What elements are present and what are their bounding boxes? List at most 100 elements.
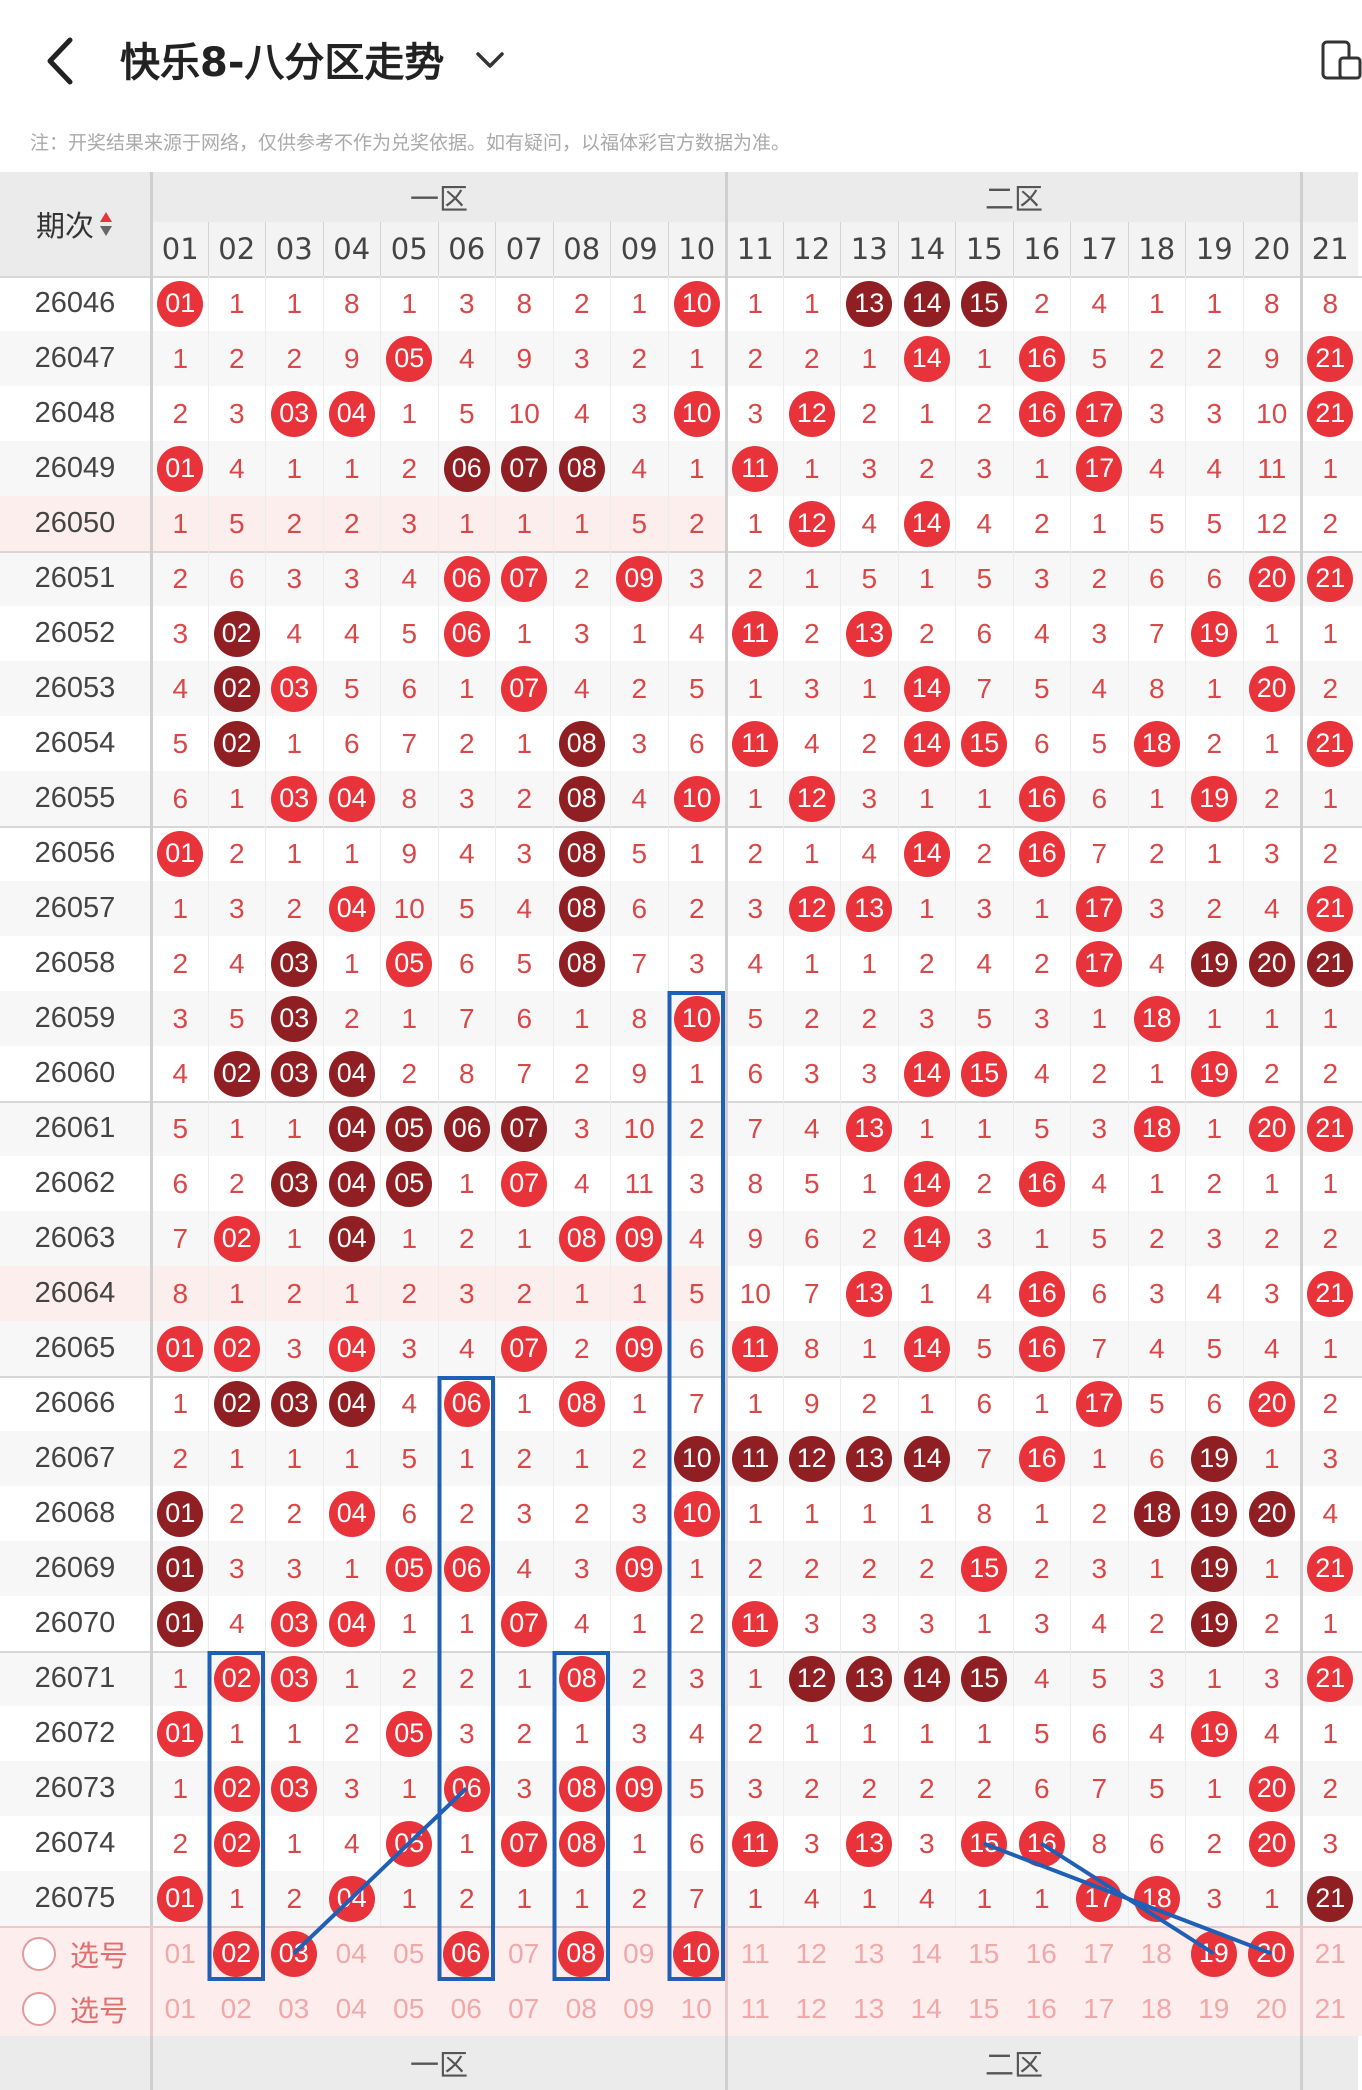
select-number[interactable]: 06	[450, 1992, 482, 2024]
column-number[interactable]: 17	[1070, 222, 1128, 276]
select-number[interactable]: 12	[795, 1937, 827, 1969]
column-number[interactable]: 13	[840, 222, 898, 276]
select-number[interactable]: 10	[680, 1992, 712, 2024]
selected-number-ball[interactable]: 03	[270, 1930, 317, 1977]
column-number[interactable]: 09	[610, 222, 668, 276]
miss-count: 3	[840, 1046, 898, 1101]
column-number[interactable]: 10	[667, 222, 725, 276]
select-number[interactable]: 20	[1255, 1992, 1287, 2024]
select-number[interactable]: 07	[508, 1992, 540, 2024]
select-number[interactable]: 02	[220, 1992, 252, 2024]
select-number[interactable]: 09	[623, 1992, 655, 2024]
select-number[interactable]: 16	[1025, 1937, 1057, 1969]
miss-count: 1	[380, 1211, 438, 1266]
column-number[interactable]: 03	[265, 222, 323, 276]
select-number[interactable]: 15	[968, 1992, 1000, 2024]
select-number[interactable]: 04	[335, 1992, 367, 2024]
select-number[interactable]: 05	[393, 1937, 425, 1969]
miss-count: 4	[1070, 276, 1128, 331]
device-icon[interactable]	[1320, 38, 1362, 82]
select-number[interactable]: 18	[1140, 1992, 1172, 2024]
drawn-number-ball: 21	[1307, 885, 1354, 932]
miss-count: 7	[1070, 1321, 1128, 1376]
column-number[interactable]: 12	[782, 222, 840, 276]
select-number[interactable]: 03	[278, 1992, 310, 2024]
select-number[interactable]: 15	[968, 1937, 1000, 1969]
select-number[interactable]: 16	[1025, 1992, 1057, 2024]
select-number[interactable]: 12	[795, 1992, 827, 2024]
select-number[interactable]: 13	[853, 1937, 885, 1969]
number-cell: 03	[265, 991, 323, 1046]
selected-number-ball[interactable]: 08	[558, 1930, 605, 1977]
back-icon[interactable]	[40, 34, 80, 88]
select-number[interactable]: 11	[725, 1981, 783, 2036]
drawn-number-ball: 20	[1248, 1820, 1295, 1867]
select-number-cell[interactable]: 08	[553, 1926, 611, 1981]
select-row-label-cell[interactable]: 选号	[0, 1926, 150, 1981]
select-number-cell[interactable]: 20	[1243, 1926, 1301, 1981]
select-number[interactable]: 18	[1140, 1937, 1172, 1969]
select-number-cell[interactable]: 19	[1185, 1926, 1243, 1981]
select-number-cell[interactable]: 03	[265, 1926, 323, 1981]
column-number[interactable]: 19	[1185, 222, 1243, 276]
column-number[interactable]: 15	[955, 222, 1013, 276]
select-number-cell[interactable]: 06	[438, 1926, 496, 1981]
select-number[interactable]: 04	[335, 1937, 367, 1969]
select-number[interactable]: 01	[150, 1981, 208, 2036]
miss-count: 3	[782, 1596, 841, 1651]
period-cell: 26052	[34, 617, 116, 649]
miss-count: 6	[1185, 551, 1243, 606]
select-number[interactable]: 14	[910, 1937, 942, 1969]
select-radio[interactable]	[21, 1936, 56, 1971]
column-number[interactable]: 20	[1242, 222, 1300, 276]
column-number[interactable]: 21	[1300, 222, 1358, 276]
column-number[interactable]: 14	[897, 222, 955, 276]
selected-number-ball[interactable]: 02	[213, 1930, 260, 1977]
selected-number-ball[interactable]: 19	[1190, 1930, 1237, 1977]
select-radio[interactable]	[21, 1991, 56, 2026]
column-number[interactable]: 06	[437, 222, 495, 276]
number-cell: 12	[782, 496, 841, 551]
select-number[interactable]: 13	[853, 1992, 885, 2024]
column-number[interactable]: 01	[150, 222, 208, 276]
select-number[interactable]: 05	[393, 1992, 425, 2024]
select-number[interactable]: 17	[1083, 1937, 1115, 1969]
column-number[interactable]: 18	[1127, 222, 1185, 276]
column-number[interactable]: 02	[207, 222, 265, 276]
column-number[interactable]: 16	[1012, 222, 1070, 276]
number-cell: 04	[322, 881, 381, 936]
column-number[interactable]: 04	[322, 222, 380, 276]
column-number[interactable]: 07	[495, 222, 553, 276]
miss-count: 1	[380, 1761, 438, 1816]
column-number[interactable]: 11	[725, 222, 783, 276]
select-number-cell[interactable]: 10	[668, 1926, 726, 1981]
sort-icon[interactable]	[98, 210, 114, 238]
select-number[interactable]: 17	[1083, 1992, 1115, 2024]
miss-count: 1	[265, 716, 323, 771]
select-number-cell[interactable]: 02	[208, 1926, 266, 1981]
chevron-down-icon[interactable]	[470, 40, 510, 80]
miss-count: 2	[1127, 826, 1186, 881]
page-title[interactable]: 快乐8-八分区走势	[120, 40, 445, 86]
select-row-label-cell[interactable]: 选号	[0, 1981, 150, 2036]
selected-number-ball[interactable]: 06	[443, 1930, 490, 1977]
number-cell: 04	[322, 1156, 381, 1211]
number-cell: 16	[1012, 826, 1071, 881]
column-number[interactable]: 05	[380, 222, 438, 276]
select-number[interactable]: 08	[565, 1992, 597, 2024]
selected-number-ball[interactable]: 10	[673, 1930, 720, 1977]
select-number[interactable]: 01	[150, 1926, 208, 1981]
period-header[interactable]: 期次	[0, 172, 150, 276]
selected-number-ball[interactable]: 20	[1248, 1930, 1295, 1977]
select-number[interactable]: 11	[725, 1926, 783, 1981]
miss-count: 1	[1012, 1871, 1071, 1926]
select-number[interactable]: 14	[910, 1992, 942, 2024]
select-number[interactable]: 09	[623, 1937, 655, 1969]
column-number[interactable]: 08	[552, 222, 610, 276]
select-number[interactable]: 07	[508, 1937, 540, 1969]
select-number[interactable]: 21	[1300, 1926, 1358, 1981]
miss-count: 2	[840, 991, 898, 1046]
select-number[interactable]: 21	[1300, 1981, 1358, 2036]
select-number[interactable]: 19	[1198, 1992, 1230, 2024]
drawn-number-ball: 03	[271, 1765, 318, 1812]
